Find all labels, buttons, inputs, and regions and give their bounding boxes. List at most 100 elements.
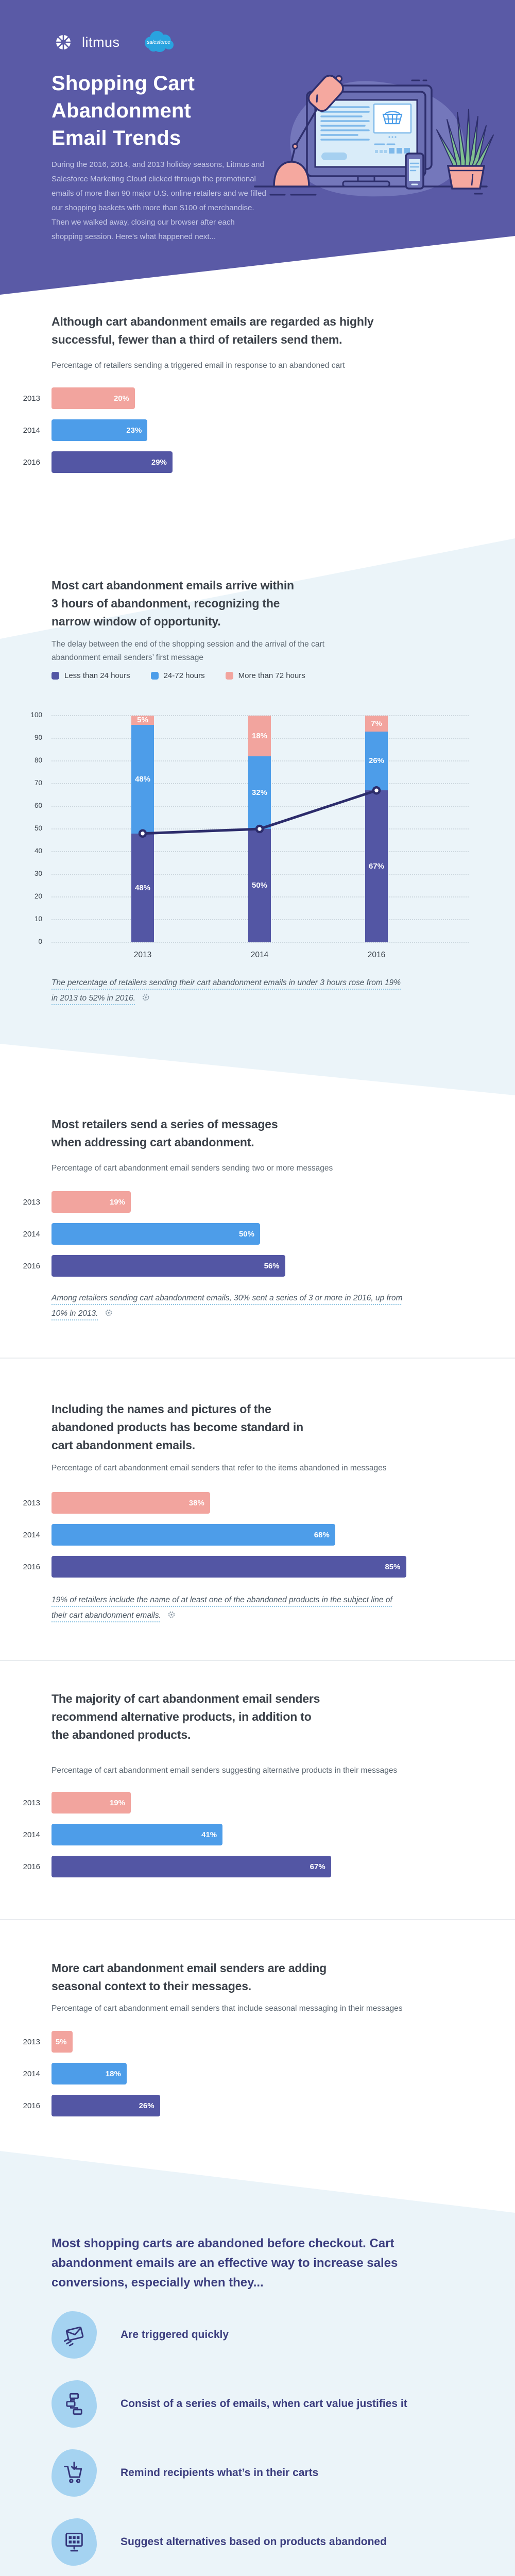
bar-year-label: 2014: [23, 1830, 40, 1839]
bar: 38%: [52, 1492, 210, 1514]
bar-row: 2013 19%: [0, 1191, 515, 1213]
bar: 67%: [52, 1856, 331, 1877]
axis-category-label: 2013: [133, 951, 152, 959]
bar-year-label: 2013: [23, 1798, 40, 1807]
bar-row: 2016 85%: [0, 1556, 515, 1578]
chart-names-pictures: 2013 38% 2014 68% 2016 85%: [0, 1492, 515, 1588]
page-title: Shopping Cart Abandonment Email Trends: [52, 72, 195, 149]
salesforce-logo: salesforce: [144, 31, 174, 52]
icon-blob: [52, 2311, 97, 2359]
trend-line-overlay: [138, 786, 381, 838]
note-link[interactable]: Among retailers sending cart abandonment…: [52, 1294, 403, 1318]
litmus-logo: litmus: [52, 30, 120, 54]
bar-row: 2013 5%: [0, 2031, 515, 2053]
bar-value-label: 19%: [109, 1197, 125, 1207]
section1-subtitle: Percentage of retailers sending a trigge…: [52, 361, 345, 370]
stacked-bar: 18% 32% 50%: [248, 716, 271, 942]
bar-row: 2016 67%: [0, 1856, 515, 1877]
legend-label: Less than 24 hours: [64, 671, 130, 680]
bar-row: 2014 68%: [0, 1524, 515, 1546]
trend-line-point: [138, 829, 147, 838]
section5-heading: The majority of cart abandonment email s…: [52, 1692, 320, 1741]
axis-tick-label: 50: [34, 824, 42, 832]
bar-year-label: 2014: [23, 1229, 40, 1239]
legend-swatch: [225, 672, 233, 680]
section4-note: 19% of retailers include the name of at …: [52, 1592, 479, 1623]
stacked-segment: 5%: [131, 716, 154, 725]
share-icon[interactable]: [142, 993, 150, 1002]
bar-value-label: 23%: [126, 426, 142, 435]
monitor-icon: [306, 84, 433, 188]
chart-alternative-products: 2013 19% 2014 41% 2016 67%: [0, 1792, 515, 1888]
stacked-segment: 18%: [248, 716, 271, 757]
section-divider: [0, 1358, 515, 1359]
cta-item-label: Suggest alternatives based on products a…: [121, 2536, 387, 2548]
axis-tick-label: 80: [34, 756, 42, 764]
bar-row: 2016 56%: [0, 1255, 515, 1277]
section1-heading: Although cart abandonment emails are reg…: [52, 315, 374, 346]
bar-value-label: 38%: [188, 1498, 204, 1507]
litmus-wordmark: litmus: [82, 34, 120, 50]
bar-row: 2014 50%: [0, 1223, 515, 1245]
bar-value-label: 5%: [55, 2037, 67, 2046]
share-icon[interactable]: [105, 1309, 113, 1317]
bar-year-label: 2013: [23, 394, 40, 403]
cta-item-label: Consist of a series of emails, when cart…: [121, 2398, 407, 2410]
bar-value-label: 67%: [310, 1862, 325, 1871]
stacked-segment: 50%: [248, 828, 271, 942]
bar: 41%: [52, 1824, 223, 1845]
cta-item-label: Remind recipients what’s in their carts: [121, 2467, 319, 2479]
bar: 19%: [52, 1792, 131, 1814]
bar-value-label: 56%: [264, 1261, 280, 1270]
bar: 68%: [52, 1524, 335, 1546]
bar-year-label: 2013: [23, 1498, 40, 1507]
bar-year-label: 2016: [23, 1562, 40, 1571]
header-logo-row: litmus salesforce: [52, 29, 178, 56]
bar: 19%: [52, 1191, 131, 1213]
bar-value-label: 18%: [105, 2069, 121, 2078]
cta-item-remind-carts: Remind recipients what’s in their carts: [52, 2449, 318, 2497]
note-link[interactable]: 19% of retailers include the name of at …: [52, 1596, 392, 1620]
section-divider: [0, 1660, 515, 1661]
fast-email-icon: [63, 2326, 84, 2347]
screen-text-lines: [320, 106, 370, 141]
icon-blob: [52, 2518, 97, 2566]
section2-note: The percentage of retailers sending thei…: [52, 975, 479, 1006]
cta-item-series-of-emails: Consist of a series of emails, when cart…: [52, 2380, 407, 2428]
note-link[interactable]: The percentage of retailers sending thei…: [52, 978, 401, 1003]
axis-category-label: 2016: [367, 951, 386, 959]
stacked-segment: 67%: [365, 790, 388, 942]
bar: 5%: [52, 2031, 73, 2053]
section3-subtitle: Percentage of cart abandonment email sen…: [52, 1164, 333, 1173]
screen-dots: [388, 136, 397, 138]
share-icon[interactable]: [167, 1611, 176, 1619]
bar-year-label: 2014: [23, 1530, 40, 1539]
legend-label: 24-72 hours: [163, 671, 205, 680]
cta-item-label: Are triggered quickly: [121, 2329, 229, 2341]
bar-row: 2014 23%: [0, 419, 515, 441]
cta-heading: Most shopping carts are abandoned before…: [52, 2236, 398, 2290]
trend-line-point: [255, 824, 264, 834]
axis-tick-label: 20: [34, 892, 42, 900]
bar-value-label: 41%: [201, 1830, 217, 1839]
bar-row: 2014 18%: [0, 2063, 515, 2084]
axis-tick-label: 30: [34, 870, 42, 877]
bar-year-label: 2016: [23, 2101, 40, 2110]
chart-seasonal-context: 2013 5% 2014 18% 2016 26%: [0, 2031, 515, 2127]
product-grid-icon: [65, 2533, 83, 2552]
bar: 26%: [52, 2095, 160, 2116]
bar-value-label: 20%: [113, 394, 129, 403]
bar: 18%: [52, 2063, 127, 2084]
axis-tick-label: 70: [34, 779, 42, 787]
bar: 29%: [52, 451, 173, 473]
stacked-bar: 7% 26% 67%: [365, 716, 388, 942]
bar-year-label: 2016: [23, 1862, 40, 1871]
phone-icon: [405, 152, 424, 190]
desk-lamp-icon: [273, 75, 344, 188]
axis-category-label: 2014: [250, 951, 269, 959]
bar-year-label: 2013: [23, 1197, 40, 1207]
legend-item: More than 72 hours: [225, 671, 305, 680]
bar-value-label: 19%: [109, 1798, 125, 1807]
